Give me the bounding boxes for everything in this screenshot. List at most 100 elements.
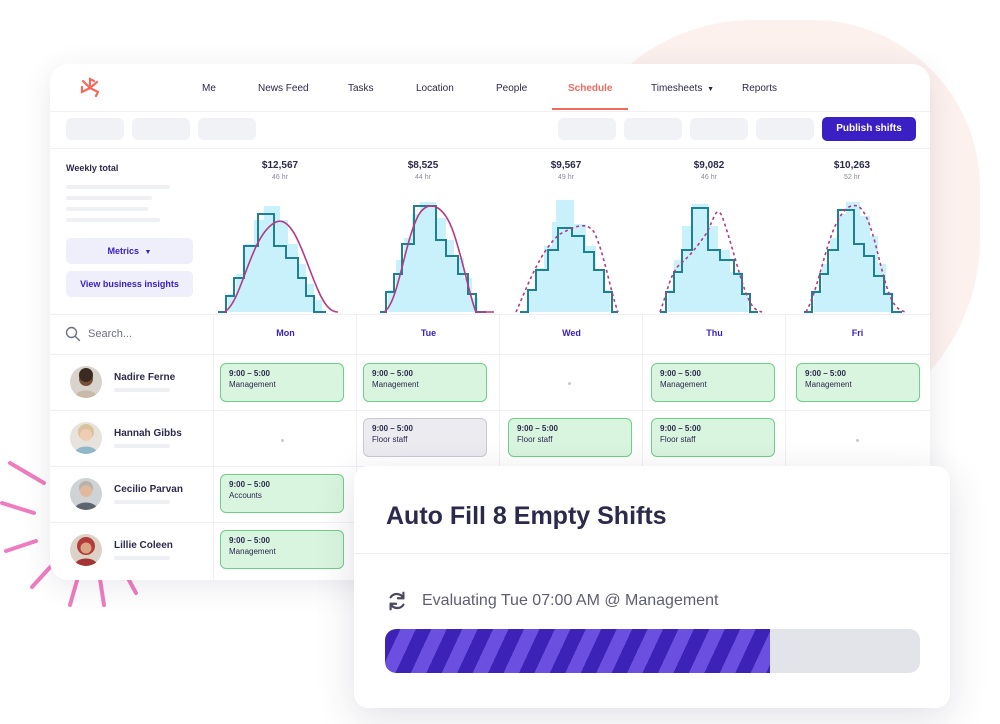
employee-name[interactable]: Lillie Coleen: [114, 540, 173, 551]
grid-divider: [50, 410, 930, 411]
nav-people[interactable]: People: [496, 83, 528, 94]
empty-slot[interactable]: [281, 439, 284, 442]
placeholder-line: [66, 196, 152, 200]
placeholder-line: [66, 218, 160, 222]
toolbar-placeholder-7[interactable]: [756, 118, 814, 140]
shift-card[interactable]: 9:00 – 5:00 Management: [363, 363, 487, 402]
shift-time: 9:00 – 5:00: [517, 424, 558, 433]
view-business-insights-button[interactable]: View business insights: [66, 271, 193, 297]
grid-col-divider: [785, 314, 786, 580]
shift-card[interactable]: 9:00 – 5:00 Accounts: [220, 474, 344, 513]
top-nav: Me News Feed Tasks Location People Sched…: [50, 64, 930, 112]
nav-me[interactable]: Me: [202, 83, 216, 94]
chart-wed: [515, 200, 619, 313]
brand-logo-icon[interactable]: [78, 76, 102, 100]
day-cost: $8,525: [407, 160, 439, 171]
search-input[interactable]: Search...: [88, 328, 133, 340]
publish-shifts-button[interactable]: Publish shifts: [822, 117, 916, 141]
shift-time: 9:00 – 5:00: [372, 424, 413, 433]
active-tab-indicator: [552, 108, 628, 110]
toolbar-placeholder-3[interactable]: [198, 118, 256, 140]
shift-time: 9:00 – 5:00: [229, 536, 270, 545]
placeholder-line: [114, 500, 170, 504]
grid-col-divider: [499, 314, 500, 580]
shift-time: 9:00 – 5:00: [372, 369, 413, 378]
nav-schedule[interactable]: Schedule: [568, 83, 613, 94]
toolbar-placeholder-6[interactable]: [690, 118, 748, 140]
placeholder-line: [114, 556, 170, 560]
avatar: [70, 478, 102, 510]
grid-divider: [50, 354, 930, 355]
metrics-dropdown[interactable]: Metrics ▼: [66, 238, 193, 264]
dialog-title: Auto Fill 8 Empty Shifts: [386, 502, 667, 530]
day-total-thu: $9,082 46 hr: [639, 160, 779, 181]
nav-location[interactable]: Location: [416, 83, 454, 94]
day-header-mon[interactable]: Mon: [276, 328, 295, 338]
day-hours: 52 hr: [844, 174, 860, 181]
sync-icon: [389, 591, 405, 611]
shift-role: Accounts: [229, 491, 262, 500]
avatar: [70, 422, 102, 454]
nav-news-feed[interactable]: News Feed: [258, 83, 309, 94]
shift-card[interactable]: 9:00 – 5:00 Management: [796, 363, 920, 402]
avatar: [70, 534, 102, 566]
shift-card[interactable]: 9:00 – 5:00 Management: [220, 530, 344, 569]
employee-name[interactable]: Hannah Gibbs: [114, 428, 182, 439]
day-cost: $9,567: [550, 160, 582, 171]
day-total-mon: $12,567 46 hr: [210, 160, 350, 181]
grid-col-divider: [356, 314, 357, 580]
shift-card[interactable]: 9:00 – 5:00 Floor staff: [651, 418, 775, 457]
progress-fill: [385, 629, 771, 673]
avatar: [70, 366, 102, 398]
search-icon: [65, 326, 81, 342]
shift-role: Floor staff: [660, 435, 696, 444]
shift-role: Management: [229, 547, 276, 556]
day-hours: 46 hr: [272, 174, 288, 181]
shift-role: Floor staff: [517, 435, 553, 444]
toolbar-placeholder-4[interactable]: [558, 118, 616, 140]
toolbar-placeholder-1[interactable]: [66, 118, 124, 140]
chart-tue: [380, 202, 494, 313]
chart-mon: [218, 206, 339, 313]
shift-time: 9:00 – 5:00: [660, 424, 701, 433]
staffing-chart: [218, 200, 907, 313]
day-cost: $9,082: [693, 160, 725, 171]
grid-divider: [50, 314, 930, 315]
empty-slot[interactable]: [856, 439, 859, 442]
employee-name[interactable]: Nadire Ferne: [114, 372, 176, 383]
employee-name[interactable]: Cecilio Parvan: [114, 484, 183, 495]
nav-tasks[interactable]: Tasks: [348, 83, 374, 94]
shift-time: 9:00 – 5:00: [805, 369, 846, 378]
nav-reports[interactable]: Reports: [742, 83, 778, 94]
shift-card[interactable]: 9:00 – 5:00 Management: [651, 363, 775, 402]
toolbar-placeholder-2[interactable]: [132, 118, 190, 140]
shift-role: Management: [660, 380, 707, 389]
day-header-thu[interactable]: Thu: [706, 328, 723, 338]
day-hours: 49 hr: [558, 174, 574, 181]
unpublished-shift-card[interactable]: 9:00 – 5:00 Floor staff: [363, 418, 487, 457]
caret-down-icon: ▼: [144, 249, 152, 256]
chart-thu: [659, 204, 763, 313]
day-cost: $12,567: [261, 160, 299, 171]
day-header-wed[interactable]: Wed: [562, 328, 581, 338]
progress-bar: [385, 629, 920, 673]
placeholder-line: [66, 185, 170, 189]
shift-role: Management: [229, 380, 276, 389]
placeholder-line: [66, 207, 148, 211]
empty-slot[interactable]: [568, 382, 571, 385]
day-total-wed: $9,567 49 hr: [496, 160, 636, 181]
chart-fri: [804, 202, 907, 313]
shift-card[interactable]: 9:00 – 5:00 Floor staff: [508, 418, 632, 457]
day-cost: $10,263: [833, 160, 871, 171]
dialog-divider: [354, 553, 950, 554]
weekly-total-label: Weekly total: [66, 163, 119, 173]
placeholder-line: [114, 444, 170, 448]
toolbar-divider: [50, 148, 930, 149]
day-header-tue[interactable]: Tue: [420, 328, 437, 338]
day-hours: 44 hr: [415, 174, 431, 181]
toolbar-placeholder-5[interactable]: [624, 118, 682, 140]
shift-card[interactable]: 9:00 – 5:00 Management: [220, 363, 344, 402]
nav-timesheets-label: Timesheets: [651, 83, 703, 94]
nav-timesheets[interactable]: Timesheets ▼: [651, 83, 714, 94]
day-header-fri[interactable]: Fri: [851, 328, 864, 338]
